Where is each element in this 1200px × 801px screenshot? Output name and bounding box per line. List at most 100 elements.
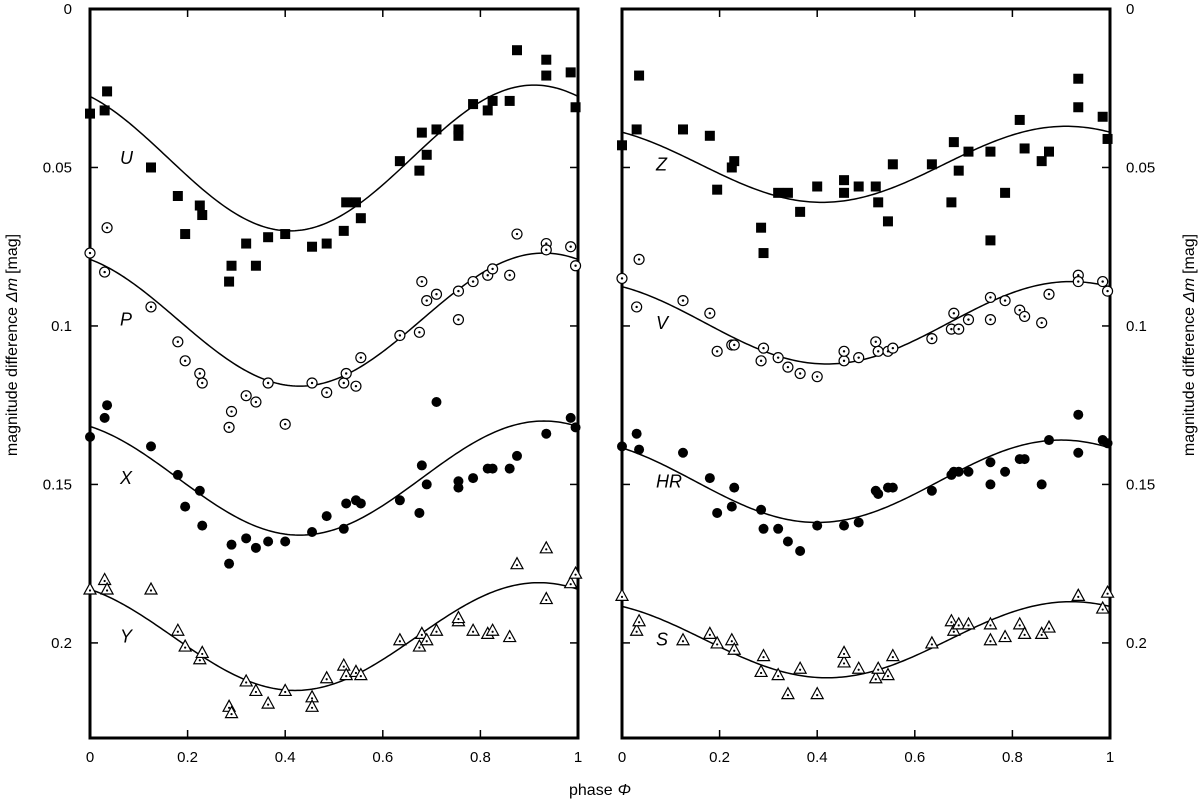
data-point-open-triangle bbox=[961, 616, 976, 630]
data-point-filled-circle bbox=[1073, 409, 1084, 420]
data-point-square bbox=[453, 124, 464, 135]
data-point-square bbox=[241, 238, 252, 249]
data-point-open-triangle bbox=[702, 626, 717, 640]
series-label-y: Y bbox=[120, 627, 134, 647]
data-point-filled-circle bbox=[712, 507, 723, 518]
data-point-open-circle bbox=[223, 421, 235, 433]
data-point-open-triangle bbox=[1071, 588, 1086, 601]
data-point-open-triangle bbox=[143, 581, 159, 595]
data-point-filled-circle bbox=[839, 520, 850, 531]
data-point-filled-circle bbox=[99, 412, 110, 423]
data-point-open-triangle bbox=[924, 635, 939, 649]
data-point-open-circle bbox=[355, 352, 367, 364]
x-tick-label: 0.8 bbox=[470, 749, 491, 766]
data-point-open-circle bbox=[413, 326, 425, 338]
data-point-open-circle bbox=[421, 295, 433, 307]
series-label-s: S bbox=[656, 630, 668, 650]
data-point-open-triangle bbox=[868, 670, 883, 684]
data-point-open-triangle bbox=[837, 645, 852, 659]
data-point-open-triangle bbox=[754, 664, 769, 678]
data-point-square bbox=[482, 105, 493, 116]
data-point-square bbox=[1073, 102, 1084, 113]
data-point-filled-circle bbox=[102, 400, 113, 411]
data-point-square bbox=[1097, 111, 1108, 122]
data-point-filled-circle bbox=[1000, 466, 1011, 477]
data-point-open-triangle bbox=[192, 651, 207, 665]
data-point-open-circle bbox=[887, 342, 899, 354]
data-point-filled-circle bbox=[504, 463, 515, 474]
data-point-open-circle bbox=[953, 323, 965, 335]
data-point-square bbox=[321, 238, 332, 249]
data-point-open-triangle bbox=[675, 632, 691, 646]
x-tick-label: 0 bbox=[86, 749, 94, 766]
y-axis-label-left: magnitude difference bbox=[4, 307, 21, 456]
data-point-filled-circle bbox=[758, 523, 769, 534]
data-point-square bbox=[853, 181, 864, 192]
data-point-filled-circle bbox=[1102, 438, 1113, 449]
data-point-square bbox=[224, 276, 235, 287]
data-point-square bbox=[946, 197, 957, 208]
data-point-filled-circle bbox=[773, 523, 784, 534]
data-point-square bbox=[782, 187, 793, 198]
data-point-open-circle bbox=[350, 380, 362, 392]
data-point-square bbox=[795, 206, 806, 217]
data-point-open-circle bbox=[631, 301, 643, 313]
y-tick-labels-right: 0 0.05 0.1 0.15 0.2 bbox=[1126, 1, 1155, 652]
data-point-filled-circle bbox=[704, 473, 715, 484]
y-tick-label-left: 0.1 bbox=[51, 318, 72, 335]
data-point-open-triangle bbox=[771, 667, 786, 681]
data-point-square bbox=[712, 184, 723, 195]
data-point-filled-circle bbox=[224, 558, 235, 569]
data-point-open-triangle bbox=[224, 705, 239, 719]
data-point-filled-circle bbox=[307, 526, 318, 537]
data-point-filled-circle bbox=[321, 511, 332, 522]
data-point-open-circle bbox=[926, 333, 938, 345]
data-point-open-circle bbox=[984, 314, 997, 326]
x-axis-title: phase Φ bbox=[569, 782, 631, 799]
data-point-filled-circle bbox=[887, 482, 898, 493]
data-point-open-circle bbox=[1097, 275, 1109, 288]
y-tick-labels-left: 0 0.05 0.1 0.15 0.2 bbox=[43, 1, 72, 652]
fit-curve-u bbox=[89, 84, 579, 232]
data-point-open-triangle bbox=[998, 629, 1013, 643]
data-point-filled-circle bbox=[146, 441, 156, 452]
data-point-open-circle bbox=[569, 260, 582, 272]
data-point-square bbox=[263, 232, 274, 243]
data-point-filled-circle bbox=[926, 485, 937, 496]
data-point-filled-circle bbox=[226, 539, 237, 550]
data-point-open-triangle bbox=[1041, 619, 1057, 633]
y-axis-symbol-left: Δm bbox=[4, 278, 21, 303]
data-point-open-circle bbox=[757, 342, 770, 354]
data-point-square bbox=[812, 181, 823, 192]
data-point-open-triangle bbox=[82, 581, 98, 595]
data-point-open-triangle bbox=[178, 638, 193, 652]
data-point-open-triangle bbox=[946, 622, 961, 636]
data-point-open-triangle bbox=[1095, 600, 1110, 614]
data-point-open-circle bbox=[99, 266, 111, 278]
y-axis-unit-right: [mag] bbox=[1181, 234, 1198, 274]
data-point-square bbox=[226, 260, 237, 271]
data-point-filled-circle bbox=[541, 428, 552, 439]
data-point-square bbox=[350, 197, 361, 208]
data-point-open-circle bbox=[340, 367, 352, 380]
x-tick-label: 0.2 bbox=[709, 749, 730, 766]
data-point-square bbox=[394, 156, 405, 167]
data-point-open-triangle bbox=[951, 616, 966, 630]
data-point-square bbox=[1036, 156, 1047, 167]
x-tick-label: 1 bbox=[1106, 749, 1114, 766]
x-axis-label: phase bbox=[569, 782, 613, 799]
y-tick-label-right: 0.2 bbox=[1126, 635, 1147, 652]
data-point-open-circle bbox=[487, 263, 499, 275]
y-axis-label-right: magnitude difference bbox=[1181, 307, 1198, 456]
data-point-filled-circle bbox=[795, 545, 806, 556]
data-point-open-triangle bbox=[319, 670, 334, 684]
y-tick-label-right: 0 bbox=[1126, 1, 1134, 18]
data-point-square bbox=[341, 197, 352, 208]
data-point-open-circle bbox=[225, 405, 238, 418]
data-point-filled-circle bbox=[570, 422, 581, 433]
data-point-open-triangle bbox=[880, 667, 895, 681]
data-point-open-circle bbox=[262, 377, 274, 389]
data-point-open-circle bbox=[633, 253, 645, 265]
data-point-filled-circle bbox=[341, 498, 352, 509]
data-point-square bbox=[617, 140, 627, 151]
